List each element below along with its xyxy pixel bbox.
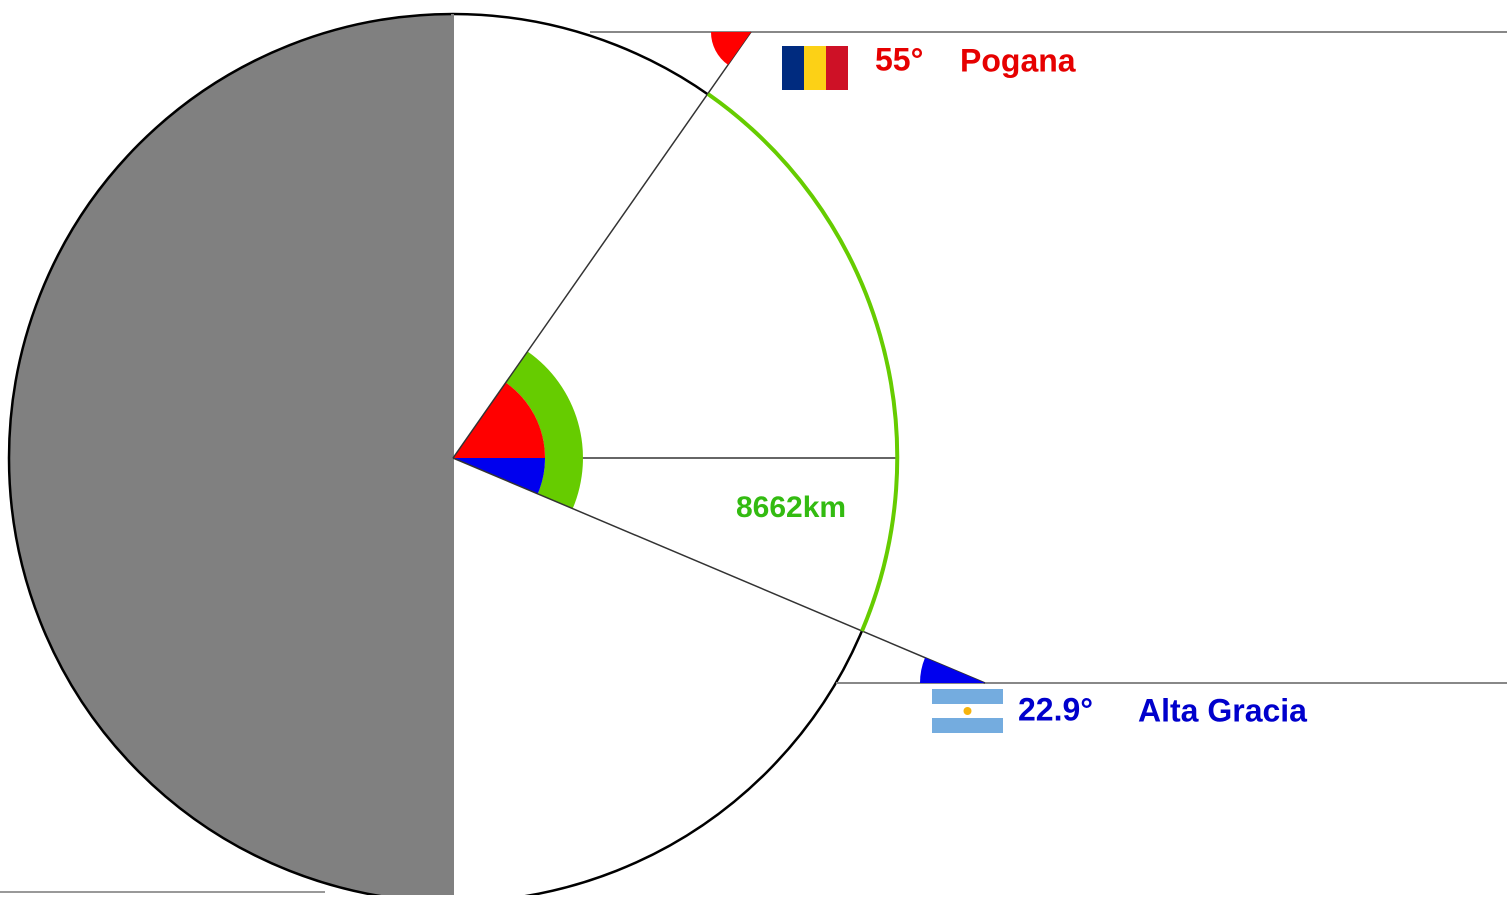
pogana-radius [452,31,752,459]
distance-label: 8662km [736,491,846,524]
altagracia-angle-label: 22.9° [1018,691,1093,727]
red-angle [453,382,545,458]
altagracia-label: Alta Gracia [1138,692,1307,728]
altagracia-angle [919,657,985,683]
green-angle [505,351,583,509]
romania-flag [782,46,848,90]
pogana-angle [710,32,751,65]
distance-arc [706,92,900,632]
pogana-label: Pogana [960,42,1076,78]
night-half [9,14,453,900]
pogana-angle-label: 55° [875,41,923,77]
divider [451,14,454,895]
altagracia-radius [452,457,986,684]
argentina-flag [932,689,1003,733]
